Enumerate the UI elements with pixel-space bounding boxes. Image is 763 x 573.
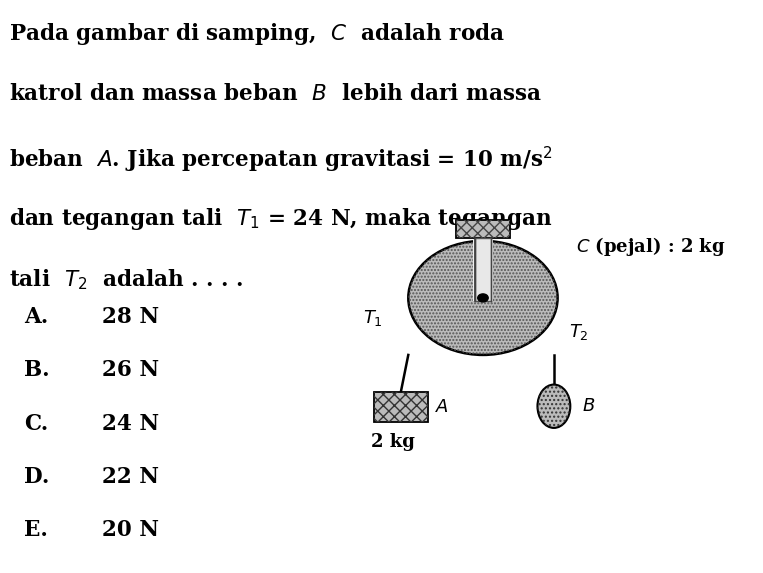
Text: C.: C. — [24, 413, 48, 434]
Text: $\mathit{C}$ (pejal) : 2 kg: $\mathit{C}$ (pejal) : 2 kg — [576, 235, 726, 258]
Text: 20 N: 20 N — [102, 519, 159, 540]
Text: $T_2$: $T_2$ — [569, 322, 588, 342]
Text: 22 N: 22 N — [102, 465, 159, 488]
Circle shape — [408, 241, 558, 355]
Bar — [374, 392, 428, 422]
Bar — [475, 238, 491, 301]
Text: 28 N: 28 N — [102, 307, 159, 328]
Text: 24 N: 24 N — [102, 413, 159, 434]
Text: $\mathit{B}$: $\mathit{B}$ — [581, 397, 595, 415]
Text: D.: D. — [24, 465, 49, 488]
Text: E.: E. — [24, 519, 47, 540]
Text: tali  $T_2$  adalah . . . .: tali $T_2$ adalah . . . . — [9, 268, 243, 292]
Bar — [473, 238, 493, 301]
Text: 2 kg: 2 kg — [372, 433, 415, 451]
Text: Pada gambar di samping,  $\mathit{C}$  adalah roda: Pada gambar di samping, $\mathit{C}$ ada… — [9, 21, 505, 48]
Ellipse shape — [537, 384, 570, 428]
Text: $T_1$: $T_1$ — [363, 308, 383, 328]
Text: katrol dan massa beban  $\mathit{B}$  lebih dari massa: katrol dan massa beban $\mathit{B}$ lebi… — [9, 83, 542, 105]
Bar — [456, 220, 510, 238]
Bar — [374, 392, 428, 422]
Text: beban  $\mathit{A}$. Jika percepatan gravitasi = 10 m/s$^2$: beban $\mathit{A}$. Jika percepatan grav… — [9, 144, 552, 175]
Circle shape — [478, 294, 488, 302]
Text: $\mathit{A}$: $\mathit{A}$ — [435, 398, 449, 416]
Text: dan tegangan tali  $T_1$ = 24 N, maka tegangan: dan tegangan tali $T_1$ = 24 N, maka teg… — [9, 206, 552, 232]
Text: 26 N: 26 N — [102, 359, 159, 382]
Text: B.: B. — [24, 359, 50, 382]
Bar — [456, 220, 510, 238]
Text: A.: A. — [24, 307, 48, 328]
